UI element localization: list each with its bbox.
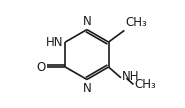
Text: N: N	[83, 14, 91, 28]
Text: N: N	[83, 82, 91, 95]
Text: HN: HN	[46, 36, 63, 49]
Text: CH₃: CH₃	[134, 78, 156, 91]
Text: CH₃: CH₃	[125, 16, 147, 29]
Text: NH: NH	[122, 70, 139, 83]
Text: O: O	[36, 60, 45, 74]
